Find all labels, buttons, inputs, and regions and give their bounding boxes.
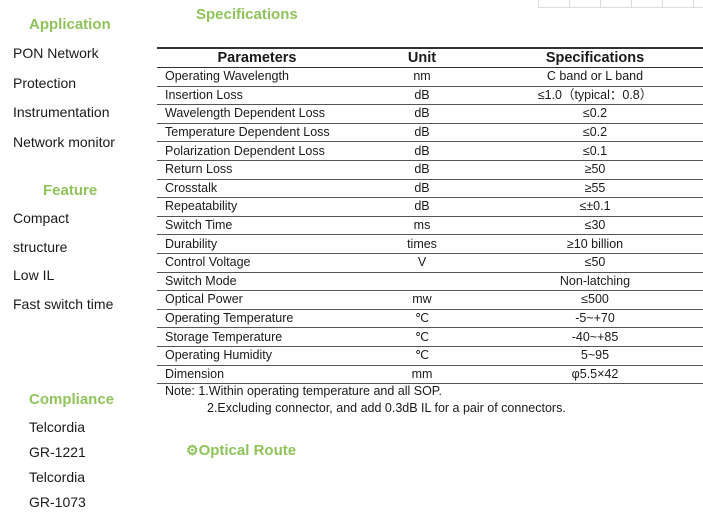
unit-cell: ℃ xyxy=(357,346,487,366)
spec-cell: Non-latching xyxy=(487,272,703,292)
unit-cell: times xyxy=(357,234,487,254)
optical-route-heading: ⚙Optical Route xyxy=(186,442,296,459)
parameter-cell: Crosstalk xyxy=(157,179,357,199)
header-unit: Unit xyxy=(357,47,487,68)
list-item: Instrumentation xyxy=(13,104,110,120)
note-2: 2.Excluding connector, and add 0.3dB IL … xyxy=(207,401,566,415)
parameter-cell: Operating Humidity xyxy=(157,346,357,366)
unit-cell: ms xyxy=(357,216,487,236)
list-item: Low IL xyxy=(13,267,55,283)
spec-cell: C band or L band xyxy=(487,67,703,87)
table-row: Durability times ≥10 billion xyxy=(157,234,703,254)
list-item: GR-1073 xyxy=(29,494,86,510)
unit-cell xyxy=(357,272,487,292)
table-row: Dimension mm φ5.5×42 xyxy=(157,365,703,385)
spec-cell: ≤30 xyxy=(487,216,703,236)
list-item: structure xyxy=(13,238,68,255)
list-item: Protection xyxy=(13,74,77,91)
unit-cell: mm xyxy=(357,365,487,385)
parameter-cell: Operating Temperature xyxy=(157,309,357,329)
gear-icon: ⚙ xyxy=(186,442,199,458)
spec-cell: ≤0.1 xyxy=(487,141,703,161)
spec-cell: -5~+70 xyxy=(487,309,703,329)
table-row: Repeatability dB ≤±0.1 xyxy=(157,197,703,217)
header-specifications: Specifications xyxy=(487,47,703,68)
parameter-cell: Optical Power xyxy=(157,290,357,310)
application-heading: Application xyxy=(29,16,111,33)
optical-route-label: Optical Route xyxy=(198,442,297,459)
parameter-cell: Return Loss xyxy=(157,160,357,180)
compliance-heading: Compliance xyxy=(29,391,115,408)
table-row: Temperature Dependent Loss dB ≤0.2 xyxy=(157,123,703,143)
partial-grid xyxy=(538,0,703,8)
table-row: Storage Temperature ℃ -40~+85 xyxy=(157,327,703,347)
table-row: Switch Mode Non-latching xyxy=(157,272,703,292)
table-row: Operating Humidity ℃ 5~95 xyxy=(157,346,703,366)
list-item: PON Network xyxy=(13,45,99,61)
note-1: Note: 1.Within operating temperature and… xyxy=(165,384,443,398)
parameter-cell: Operating Wavelength xyxy=(157,67,357,87)
unit-cell: dB xyxy=(357,104,487,124)
spec-cell: -40~+85 xyxy=(487,327,703,347)
table-row: Operating Temperature ℃ -5~+70 xyxy=(157,309,703,329)
header-parameters: Parameters xyxy=(157,47,357,68)
parameter-cell: Insertion Loss xyxy=(157,86,357,106)
spec-cell: ≤500 xyxy=(487,290,703,310)
unit-cell: dB xyxy=(357,123,487,143)
list-item: Compact xyxy=(13,210,70,226)
feature-heading: Feature xyxy=(43,182,98,199)
table-row: Operating Wavelength nm C band or L band xyxy=(157,67,703,87)
spec-cell: ≤0.2 xyxy=(487,123,703,143)
unit-cell: ℃ xyxy=(357,327,487,347)
unit-cell: nm xyxy=(357,67,487,87)
table-row: Insertion Loss dB ≤1.0（typical：0.8） xyxy=(157,86,703,106)
spec-cell: ≤0.2 xyxy=(487,104,703,124)
list-item: GR-1221 xyxy=(29,444,86,460)
spec-cell: φ5.5×42 xyxy=(487,365,703,385)
table-row: Polarization Dependent Loss dB ≤0.1 xyxy=(157,141,703,161)
parameter-cell: Polarization Dependent Loss xyxy=(157,141,357,161)
spec-cell: 5~95 xyxy=(487,346,703,366)
unit-cell: dB xyxy=(357,179,487,199)
unit-cell: ℃ xyxy=(357,309,487,329)
spec-cell: ≤1.0（typical：0.8） xyxy=(487,86,703,106)
spec-cell: ≥50 xyxy=(487,160,703,180)
parameter-cell: Control Voltage xyxy=(157,253,357,273)
unit-cell: dB xyxy=(357,197,487,217)
parameter-cell: Dimension xyxy=(157,365,357,385)
unit-cell: dB xyxy=(357,86,487,106)
list-item: Telcordia xyxy=(29,469,86,485)
table-row: Crosstalk dB ≥55 xyxy=(157,179,703,199)
parameter-cell: Temperature Dependent Loss xyxy=(157,123,357,143)
parameter-cell: Storage Temperature xyxy=(157,327,357,347)
table-row: Optical Power mw ≤500 xyxy=(157,290,703,310)
unit-cell: V xyxy=(357,253,487,273)
unit-cell: dB xyxy=(357,160,487,180)
unit-cell: dB xyxy=(357,141,487,161)
parameter-cell: Switch Mode xyxy=(157,272,357,292)
list-item: Fast switch time xyxy=(13,295,114,312)
parameter-cell: Repeatability xyxy=(157,197,357,217)
parameter-cell: Wavelength Dependent Loss xyxy=(157,104,357,124)
table-row: Return Loss dB ≥50 xyxy=(157,160,703,180)
specifications-table: Parameters Unit Specifications Operating… xyxy=(157,47,703,385)
parameter-cell: Switch Time xyxy=(157,216,357,236)
parameter-cell: Durability xyxy=(157,234,357,254)
list-item: Telcordia xyxy=(29,419,86,435)
list-item: Network monitor xyxy=(13,133,115,150)
specifications-heading: Specifications xyxy=(196,6,298,23)
table-row: Control Voltage V ≤50 xyxy=(157,253,703,273)
table-row: Switch Time ms ≤30 xyxy=(157,216,703,236)
spec-cell: ≥10 billion xyxy=(487,234,703,254)
spec-cell: ≤50 xyxy=(487,253,703,273)
unit-cell: mw xyxy=(357,290,487,310)
table-row: Wavelength Dependent Loss dB ≤0.2 xyxy=(157,104,703,124)
spec-cell: ≥55 xyxy=(487,179,703,199)
spec-cell: ≤±0.1 xyxy=(487,197,703,217)
